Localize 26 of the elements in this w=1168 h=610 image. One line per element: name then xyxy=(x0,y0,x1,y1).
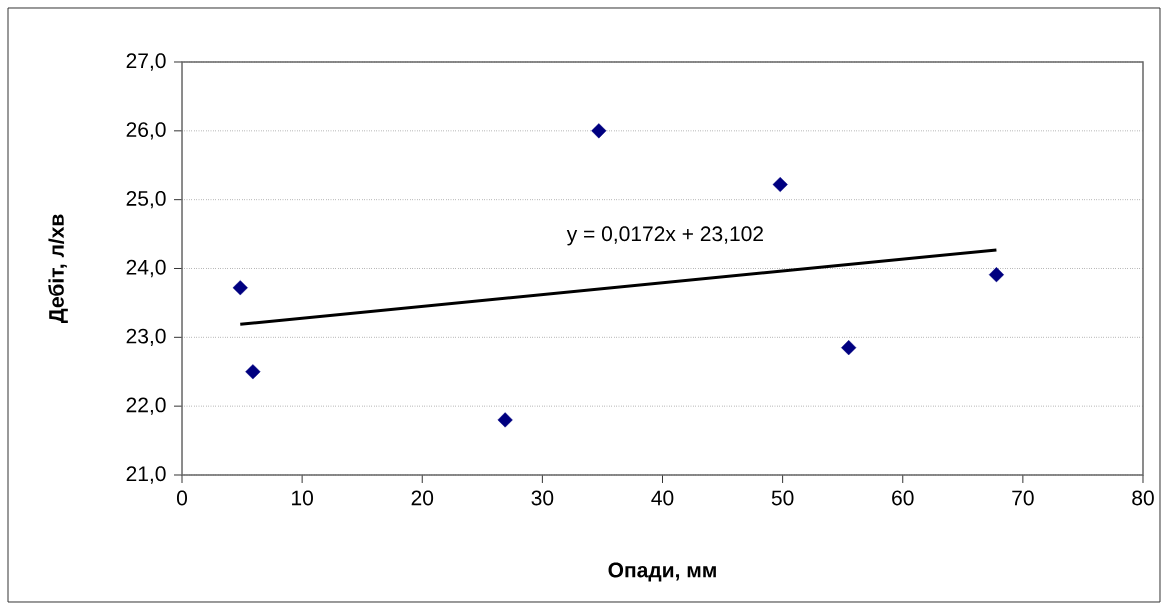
y-tick-label: 27,0 xyxy=(126,53,166,71)
point xyxy=(245,364,261,380)
x-tick-label: 10 xyxy=(292,490,313,506)
x-tick-label: 50 xyxy=(771,490,794,506)
x-tick-label: 70 xyxy=(1012,490,1034,506)
x-tick-label: 20 xyxy=(411,490,434,506)
y-tick-label: 21,0 xyxy=(126,466,166,484)
point xyxy=(497,412,513,428)
point xyxy=(232,280,248,296)
y-axis-title: Дебіт, л/хв xyxy=(48,214,68,324)
y-tick-label: 25,0 xyxy=(126,190,166,209)
point xyxy=(841,340,857,356)
annotation: y = 0,0172x + 23,102 xyxy=(566,226,763,246)
y-tick-label: 22,0 xyxy=(126,397,166,415)
x-tick-label: 30 xyxy=(531,490,554,506)
x-tick-label: 0 xyxy=(176,490,188,506)
y-tick-label: 23,0 xyxy=(126,328,166,346)
point xyxy=(772,176,788,193)
point xyxy=(988,267,1004,283)
point xyxy=(591,123,607,139)
x-axis-title: Опади, мм xyxy=(608,562,716,582)
x-tick-label: 60 xyxy=(892,490,914,506)
x-tick-label: 80 xyxy=(1132,490,1154,506)
y-tick-label: 26,0 xyxy=(126,122,166,140)
x-tick-label: 40 xyxy=(651,490,674,506)
y-tick-label: 24,0 xyxy=(126,259,166,278)
